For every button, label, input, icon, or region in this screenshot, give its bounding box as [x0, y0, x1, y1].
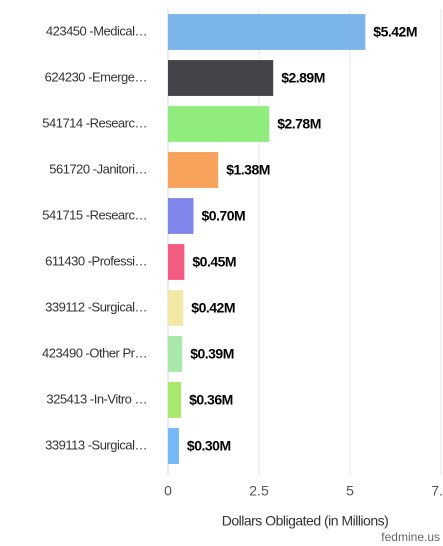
- bar: [168, 428, 179, 464]
- value-label: $0.45M: [192, 254, 236, 270]
- bar: [168, 382, 182, 418]
- bar: [168, 244, 185, 280]
- x-tick-label: 7.5: [431, 483, 443, 499]
- bar: [168, 198, 194, 234]
- value-label: $2.89M: [281, 70, 325, 86]
- bar: [168, 60, 274, 96]
- y-tick-label: 561720 -Janitori…: [49, 161, 147, 176]
- x-tick-label: 5: [346, 483, 354, 499]
- y-tick-label: 325413 -In-Vitro …: [46, 391, 147, 406]
- y-tick-label: 611430 -Professi…: [45, 253, 147, 268]
- value-label: $0.70M: [201, 208, 245, 224]
- x-tick-label: 2.5: [249, 483, 269, 499]
- bar: [168, 14, 366, 50]
- value-label: $5.42M: [373, 24, 417, 40]
- value-label: $0.42M: [191, 300, 235, 316]
- value-label: $1.38M: [226, 162, 270, 178]
- x-axis-title: Dollars Obligated (in Millions): [222, 513, 389, 529]
- y-tick-label: 624230 -Emerge…: [45, 69, 147, 84]
- y-tick-label: 339112 -Surgical…: [45, 299, 147, 314]
- value-label: $0.36M: [189, 392, 233, 408]
- bar: [168, 336, 183, 372]
- x-tick-label: 0: [164, 483, 172, 499]
- credit: fedmine.us: [381, 530, 440, 544]
- bar: [168, 152, 219, 188]
- y-tick-label: 541715 -Researc…: [42, 207, 147, 222]
- bar: [168, 290, 184, 326]
- y-tick-label: 423450 -Medical…: [46, 23, 147, 38]
- y-tick-label: 339113 -Surgical…: [45, 437, 147, 452]
- value-label: $0.39M: [190, 346, 234, 362]
- value-label: $0.30M: [187, 438, 231, 454]
- y-tick-label: 541714 -Researc…: [42, 115, 147, 130]
- value-label: $2.78M: [277, 116, 321, 132]
- y-tick-label: 423490 -Other Pr…: [42, 345, 147, 360]
- bar: [168, 106, 270, 142]
